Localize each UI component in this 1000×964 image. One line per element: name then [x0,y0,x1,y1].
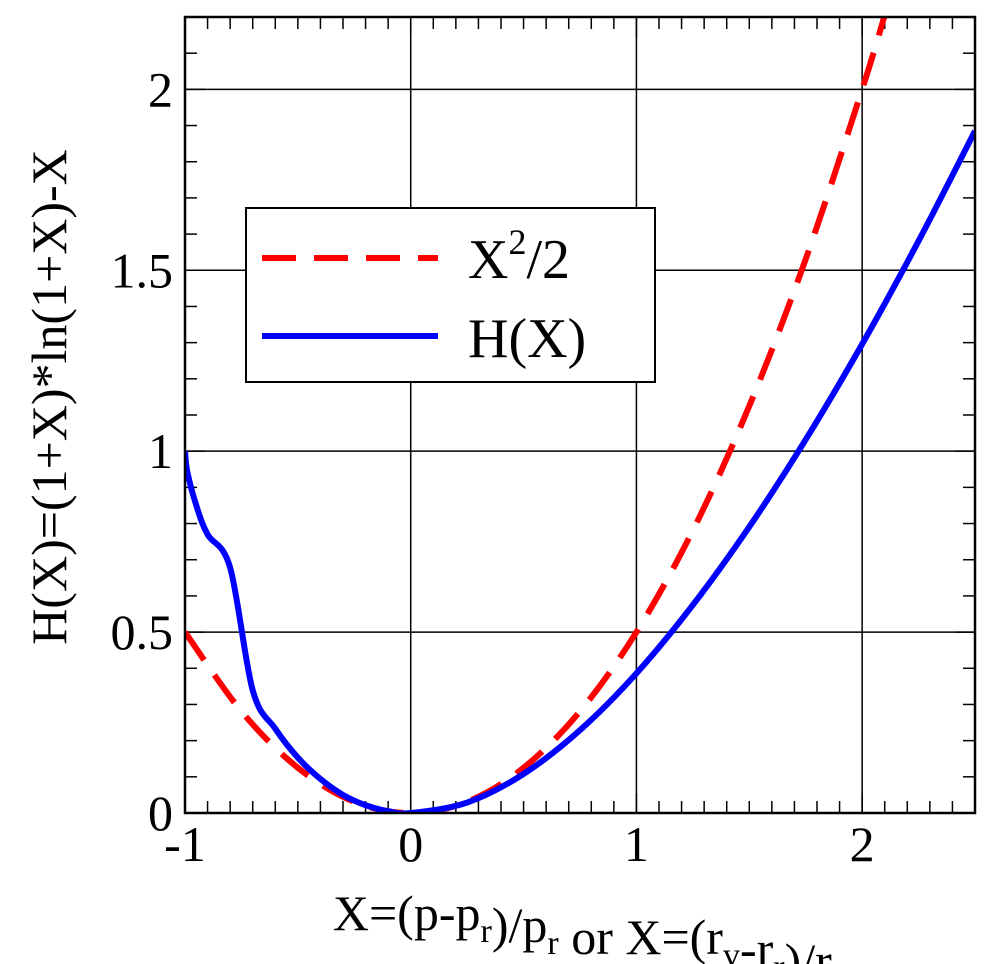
legend: X2/2 H(X) [245,207,656,383]
series-line-1 [185,129,975,813]
series-layer [185,17,975,813]
y-tick-label: 0.5 [111,604,174,660]
x-tick-label: 1 [624,816,649,872]
subscript: r [547,925,559,962]
y-tick-label: 2 [148,61,173,117]
plot-frame [183,15,977,815]
legend-label-x2-over-2: X2/2 [468,222,570,291]
x-tick-label: -1 [164,816,206,872]
x-axis-title: X=(p-pr)/pr or X=(rv-rr)/rr [333,885,844,964]
series-line-0 [185,17,888,813]
legend-label-x2-over-2-tail: /2 [526,229,570,291]
legend-label-x2-over-2-base: X [468,229,508,291]
label-text: )/r [785,933,833,964]
label-text: -r [740,921,774,964]
y-axis-title: H(X)=(1+X)*ln(1+X)-X [21,149,77,645]
legend-label-h-of-x: H(X) [468,308,586,370]
label-text: )/p [492,897,548,953]
y-tick-label: 1.5 [111,242,174,298]
label-text: or X=(r [559,909,724,964]
legend-box [245,207,656,383]
subscript: r [832,961,844,964]
minor-ticks [184,16,976,814]
subscript: r [480,913,492,950]
legend-label-x2-over-2-exp: 2 [508,222,526,262]
label-text: X=(p-p [333,885,481,941]
tick-labels: -1 0 1 200.511.52 [111,61,875,872]
subscript: r [773,949,785,964]
y-tick-label: 0 [148,785,173,841]
x-tick-label: 2 [850,816,875,872]
y-tick-label: 1 [148,423,173,479]
gridlines [185,17,975,813]
x-tick-label: 0 [398,816,423,872]
subscript: v [723,937,740,964]
